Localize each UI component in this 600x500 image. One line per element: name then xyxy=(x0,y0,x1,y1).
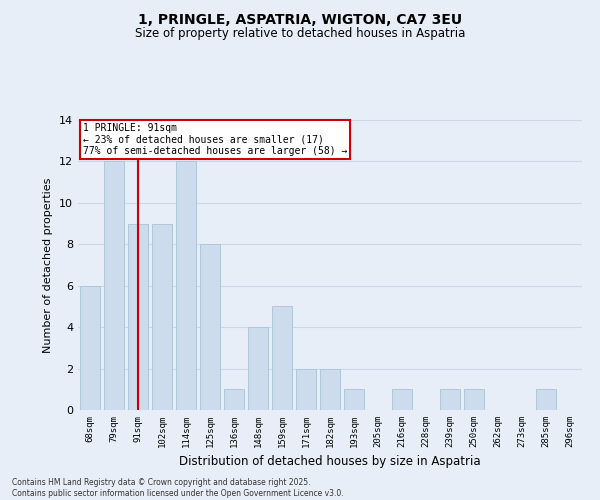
Bar xyxy=(224,390,244,410)
Bar xyxy=(176,162,196,410)
Bar xyxy=(392,390,412,410)
Bar xyxy=(104,162,124,410)
Text: Contains HM Land Registry data © Crown copyright and database right 2025.
Contai: Contains HM Land Registry data © Crown c… xyxy=(12,478,344,498)
Bar xyxy=(344,390,364,410)
Bar xyxy=(128,224,148,410)
Bar xyxy=(200,244,220,410)
Bar xyxy=(464,390,484,410)
Text: 1, PRINGLE, ASPATRIA, WIGTON, CA7 3EU: 1, PRINGLE, ASPATRIA, WIGTON, CA7 3EU xyxy=(138,12,462,26)
Bar xyxy=(248,327,268,410)
Bar xyxy=(320,368,340,410)
Bar xyxy=(440,390,460,410)
Bar xyxy=(296,368,316,410)
Text: Size of property relative to detached houses in Aspatria: Size of property relative to detached ho… xyxy=(135,28,465,40)
Bar xyxy=(80,286,100,410)
Text: 1 PRINGLE: 91sqm
← 23% of detached houses are smaller (17)
77% of semi-detached : 1 PRINGLE: 91sqm ← 23% of detached house… xyxy=(83,123,347,156)
Bar xyxy=(272,306,292,410)
X-axis label: Distribution of detached houses by size in Aspatria: Distribution of detached houses by size … xyxy=(179,456,481,468)
Bar xyxy=(152,224,172,410)
Y-axis label: Number of detached properties: Number of detached properties xyxy=(43,178,53,352)
Bar xyxy=(536,390,556,410)
